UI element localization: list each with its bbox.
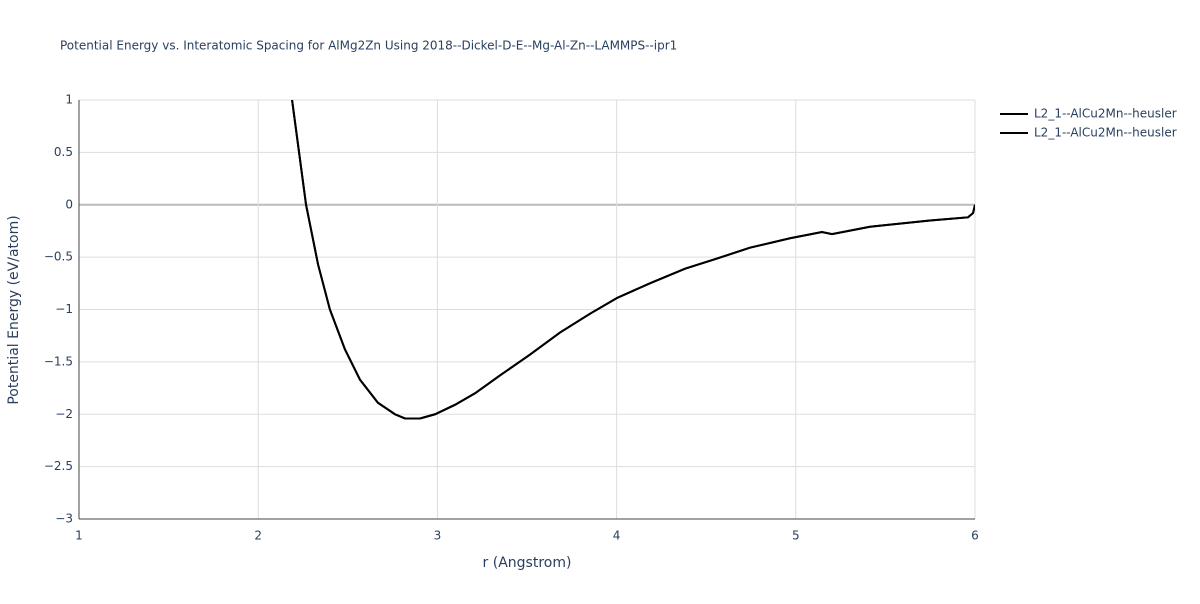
y-tick-label: −1.5 xyxy=(44,354,73,368)
plot-area xyxy=(291,100,975,420)
y-tick-label: −3 xyxy=(55,512,73,526)
y-tick-label: −1 xyxy=(55,302,73,316)
series-line xyxy=(291,100,975,420)
y-tick-label: −2.5 xyxy=(44,459,73,473)
grid xyxy=(78,99,976,520)
x-tick-label: 4 xyxy=(613,529,621,543)
x-tick-label: 3 xyxy=(434,529,442,543)
y-tick-label: 0 xyxy=(65,197,73,211)
y-tick-label: 1 xyxy=(65,93,73,107)
x-tick-label: 6 xyxy=(971,529,979,543)
legend-label: L2_1--AlCu2Mn--heusler xyxy=(1034,107,1177,121)
y-axis-title: Potential Energy (eV/atom) xyxy=(6,215,22,404)
legend: L2_1--AlCu2Mn--heusler L2_1--AlCu2Mn--heu… xyxy=(1000,107,1177,140)
y-tick-label: 0.5 xyxy=(54,145,73,159)
series-line xyxy=(291,100,975,420)
y-tick-label: −0.5 xyxy=(44,250,73,264)
x-tick-label: 5 xyxy=(792,529,800,543)
legend-label: L2_1--AlCu2Mn--heusler xyxy=(1034,126,1177,140)
chart-title: Potential Energy vs. Interatomic Spacing… xyxy=(60,39,677,53)
x-tick-label: 1 xyxy=(75,529,83,543)
x-axis-title: r (Angstrom) xyxy=(483,555,572,571)
y-tick-label: −2 xyxy=(55,407,73,421)
x-tick-label: 2 xyxy=(254,529,262,543)
